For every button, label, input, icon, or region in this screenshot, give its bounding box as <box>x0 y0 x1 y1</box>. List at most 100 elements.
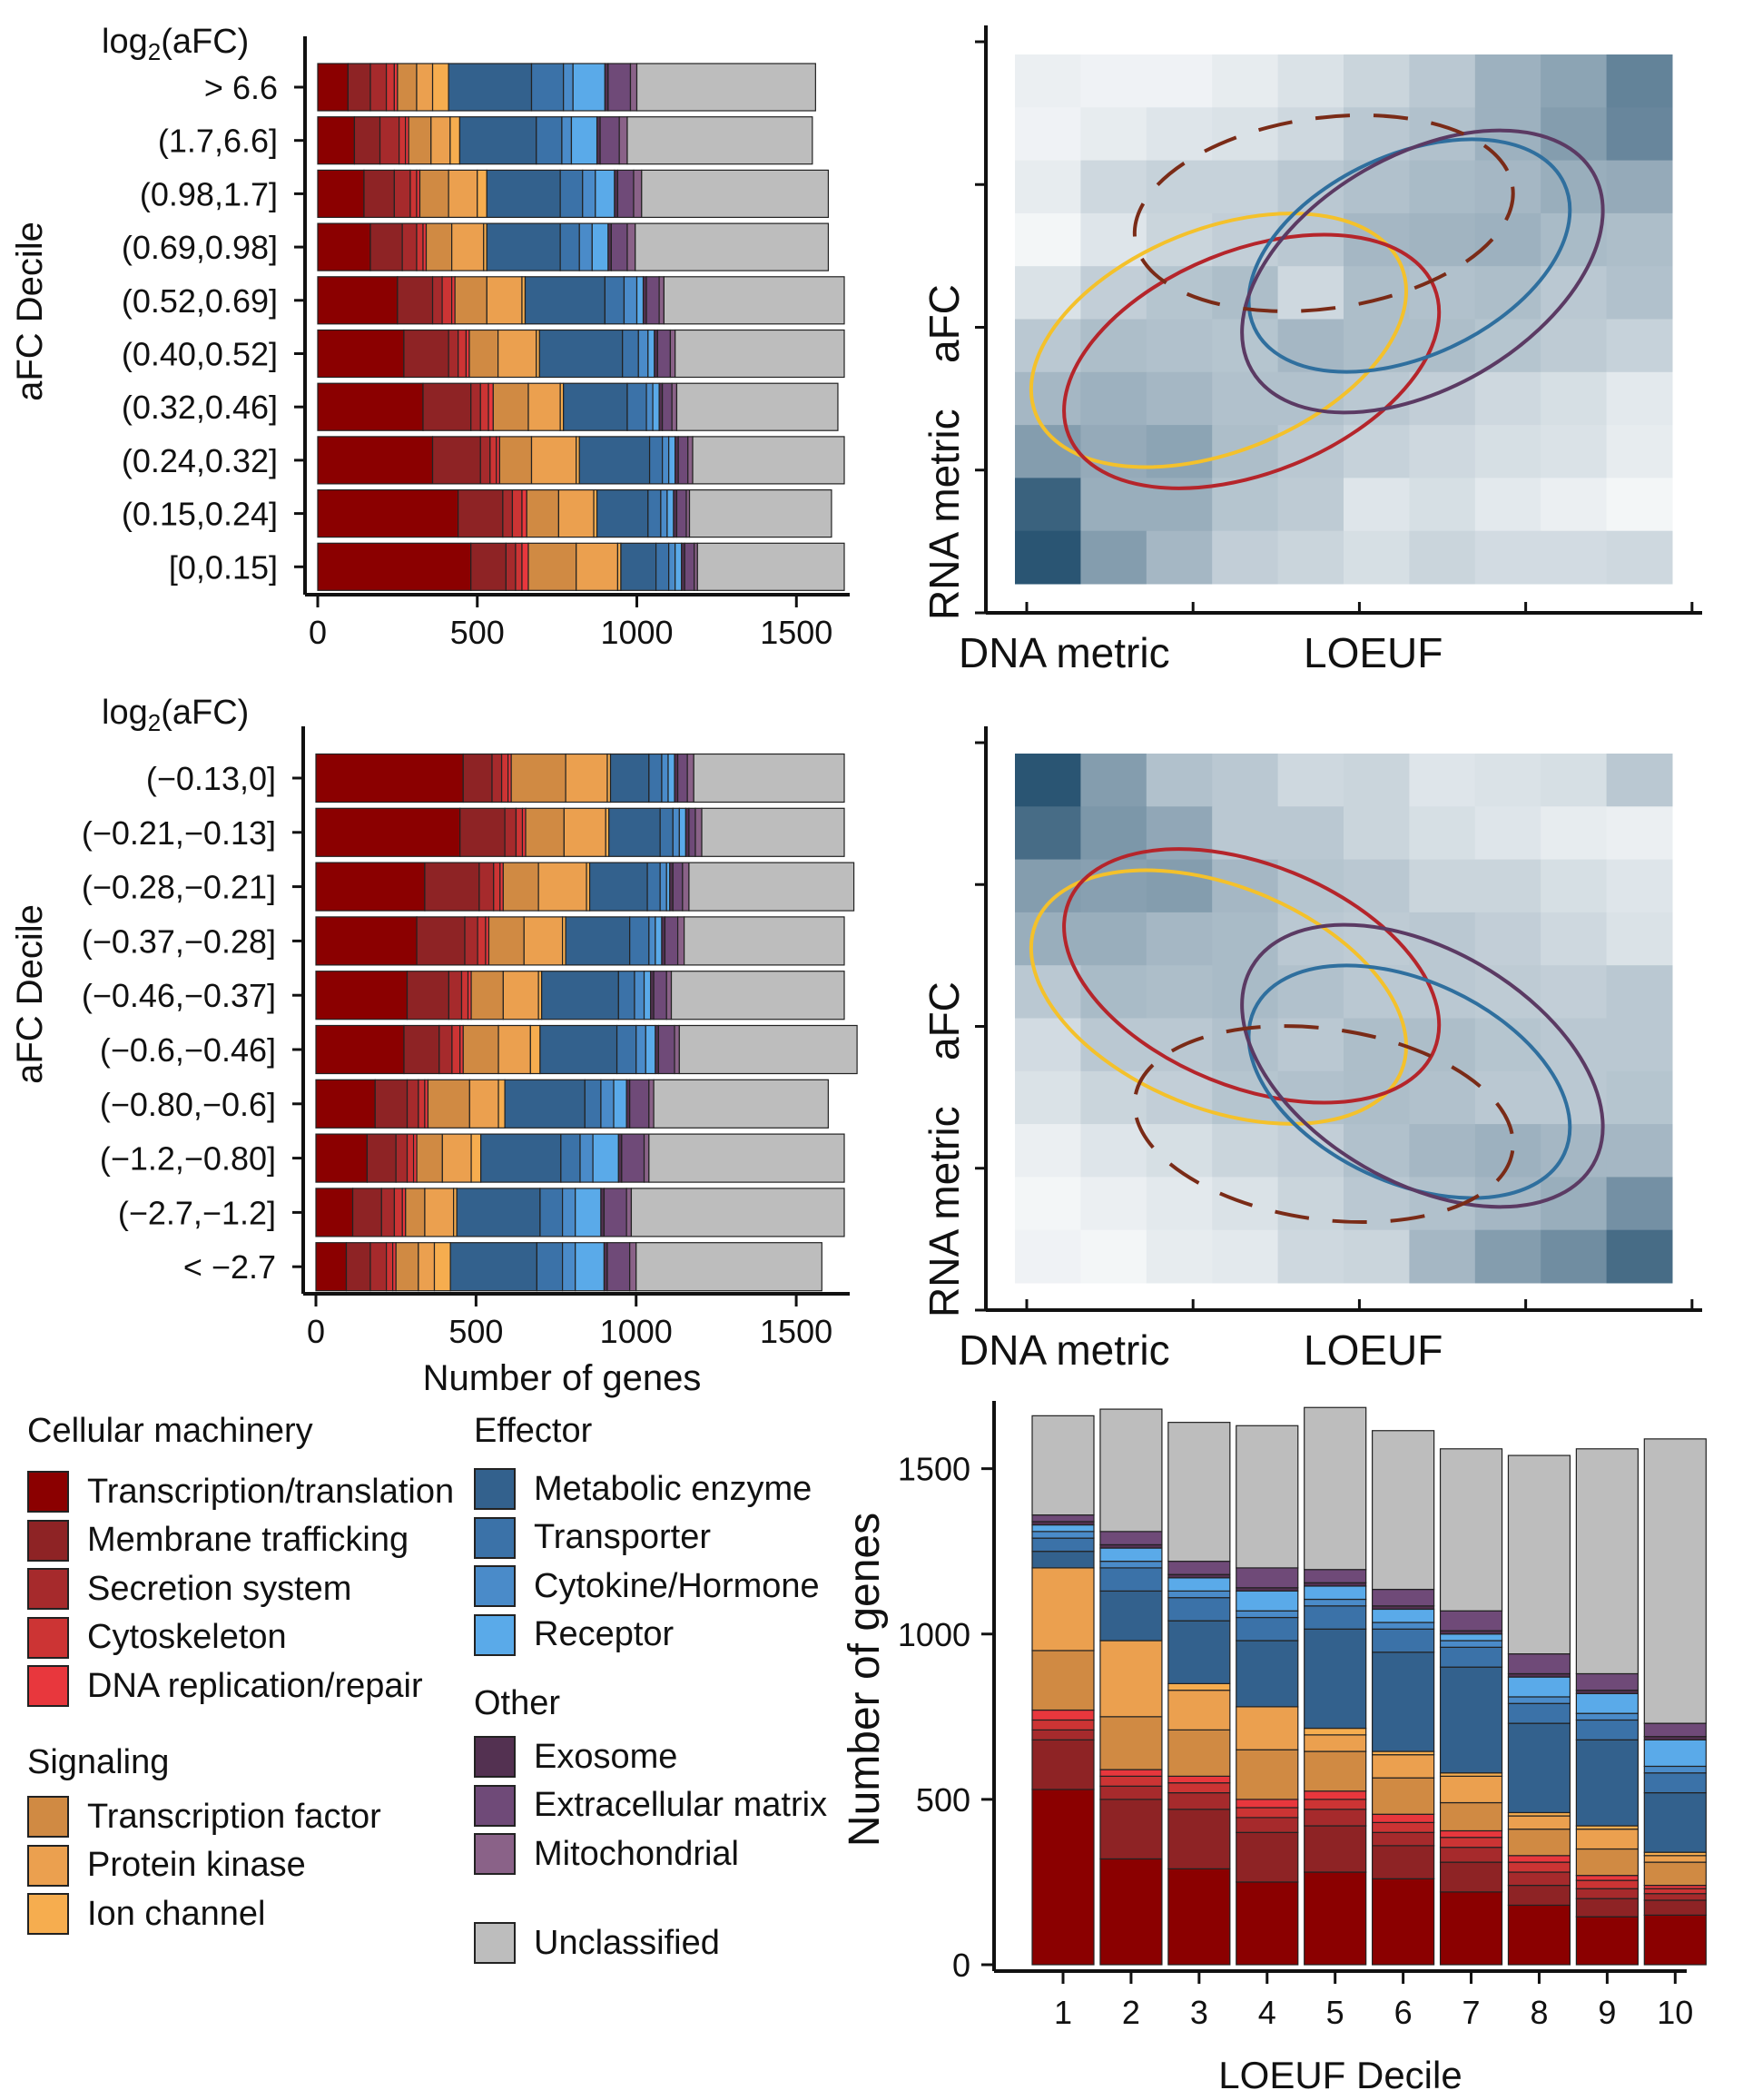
heatmap-cell <box>1277 754 1344 807</box>
bar-segment-receptor <box>1439 1633 1503 1642</box>
bar-segment-cytoskeleton <box>477 916 487 966</box>
bar-segment-mitochondrial <box>618 116 628 165</box>
bar-segment-protein-kinase <box>497 329 537 379</box>
bar-segment-metabolic-enzyme <box>1372 1651 1435 1752</box>
legend-swatch <box>474 1784 516 1827</box>
heatmap-cell <box>1212 425 1279 478</box>
heatmap-cell <box>1474 530 1541 585</box>
heatmap-cell <box>1541 754 1608 807</box>
heatmap-cell <box>1541 371 1608 426</box>
legend-label: Unclassified <box>534 1923 720 1962</box>
bar-segment-mitochondrial <box>658 276 665 325</box>
bar-segment-membrane-trafficking <box>403 329 449 379</box>
bar-segment-membrane-trafficking <box>422 382 472 431</box>
legend-swatch <box>474 1736 516 1778</box>
bar-segment-cytoskeleton <box>418 1079 426 1129</box>
heatmap-cell <box>1409 1018 1476 1072</box>
bar-segment-metabolic-enzyme <box>620 542 657 591</box>
bar-segment-cytokine-hormone <box>635 1024 646 1075</box>
heatmap-cell <box>1474 478 1541 532</box>
ellipse-extracellular-matrix <box>1240 922 1605 1209</box>
heatmap-cell <box>1080 425 1147 478</box>
bar-segment-transcription-factor <box>397 63 418 112</box>
bar-segment-transporter <box>629 916 650 966</box>
heatmap-cell <box>1212 54 1279 108</box>
bar-segment-metabolic-enzyme <box>608 807 661 857</box>
bar-segment-cytoskeleton <box>1099 1775 1163 1787</box>
bar-segment-transcription-translation <box>1507 1904 1571 1966</box>
bar-segment-metabolic-enzyme <box>1099 1590 1163 1642</box>
bar-segment-transcription-translation <box>1167 1868 1231 1966</box>
y-axis-title-2: aFC <box>921 981 968 1060</box>
bar-segment-transcription-translation <box>317 276 399 325</box>
bar-segment-receptor <box>1099 1547 1163 1563</box>
x-tick-label: 1500 <box>760 1313 832 1350</box>
bar-segment-transcription-factor <box>1031 1650 1095 1711</box>
heatmap-cell <box>1146 107 1213 162</box>
bar-segment-metabolic-enzyme <box>448 63 533 112</box>
bar-segment-cytokine-hormone <box>1031 1531 1095 1539</box>
bar-segment-transporter <box>1236 1616 1299 1642</box>
x-axis-title-2: LOEUF <box>1304 629 1443 676</box>
bar-segment-extracellular-matrix <box>657 1024 675 1075</box>
heatmap-cell <box>1606 754 1673 807</box>
bar-segment-transporter <box>646 862 661 912</box>
bar-segment-metabolic-enzyme <box>539 1024 618 1075</box>
bar-segment-protein-kinase <box>1099 1640 1163 1718</box>
heatmap-cell <box>1606 1070 1673 1125</box>
legend-swatch <box>27 1893 69 1935</box>
bar-segment-transcription-factor <box>408 116 432 165</box>
bar-segment-transcription-translation <box>315 916 418 966</box>
bar-segment-receptor <box>1372 1608 1435 1623</box>
heatmap-cell <box>1015 1177 1081 1231</box>
y-axis-title: RNA metric <box>921 1106 968 1317</box>
heatmap-cell <box>1015 107 1081 162</box>
heatmap-cell <box>1146 530 1213 585</box>
bar-segment-transporter <box>615 1024 637 1075</box>
x-tick-label: 7 <box>1462 1994 1481 2031</box>
bar-segment-secretion-system <box>491 753 503 804</box>
bar-segment-transporter <box>560 1133 581 1183</box>
bar-segment-extracellular-matrix <box>676 753 688 804</box>
bar-segment-transporter <box>604 276 625 325</box>
heatmap-cell <box>1080 806 1147 861</box>
bar-segment-transporter <box>536 1242 564 1292</box>
heatmap-cell <box>1277 530 1344 585</box>
bar-segment-receptor <box>643 971 652 1020</box>
heatmap-cell <box>1474 212 1541 267</box>
bar-segment-receptor <box>1507 1676 1571 1698</box>
bar-segment-dna-replication-repair <box>1304 1790 1367 1800</box>
bar-segment-receptor <box>675 542 683 591</box>
bar-segment-receptor <box>635 276 645 325</box>
legend-item-transcription-factor: Transcription factor <box>27 1796 381 1838</box>
category-label: (0.69,0.98] <box>122 229 278 266</box>
bar-segment-secretion-system <box>464 916 478 966</box>
heatmap-cell <box>1277 212 1344 267</box>
bar-segment-secretion-system <box>406 1079 419 1129</box>
heatmap-cell <box>1541 859 1608 913</box>
heatmap-cell <box>1606 107 1673 162</box>
bar-segment-transporter <box>1372 1628 1435 1653</box>
bar-segment-transcription-translation <box>1236 1881 1299 1966</box>
heatmap-cell <box>1146 859 1213 913</box>
hbar-chart-panel-a: log2(aFC) > 6.6 (1.7,6.6] (0.98,1.7] (0.69,0… <box>10 23 850 651</box>
bar-segment-metabolic-enzyme <box>563 382 628 431</box>
bar-segment-transcription-factor <box>1575 1848 1639 1877</box>
bar-segment-cytoskeleton <box>515 807 524 857</box>
bar-segment-mitochondrial <box>665 971 673 1020</box>
legend-swatch <box>474 1516 516 1559</box>
bar-segment-extracellular-matrix <box>1507 1653 1571 1675</box>
bar-segment-unclassified <box>678 1024 858 1075</box>
bar-segment-protein-kinase <box>527 382 561 431</box>
heatmap-cell <box>1541 806 1608 861</box>
category-label: (0.15,0.24] <box>122 496 278 533</box>
bar-segment-metabolic-enzyme <box>565 916 631 966</box>
bar-segment-secretion-system <box>1643 1893 1707 1901</box>
bar-segment-extracellular-matrix <box>656 329 672 379</box>
bar-segment-receptor <box>1236 1590 1299 1612</box>
bar-segment-secretion-system <box>502 488 514 538</box>
legend-swatch <box>474 1922 516 1964</box>
heatmap-cell <box>1541 319 1608 373</box>
heatmap-cell <box>1409 859 1476 913</box>
